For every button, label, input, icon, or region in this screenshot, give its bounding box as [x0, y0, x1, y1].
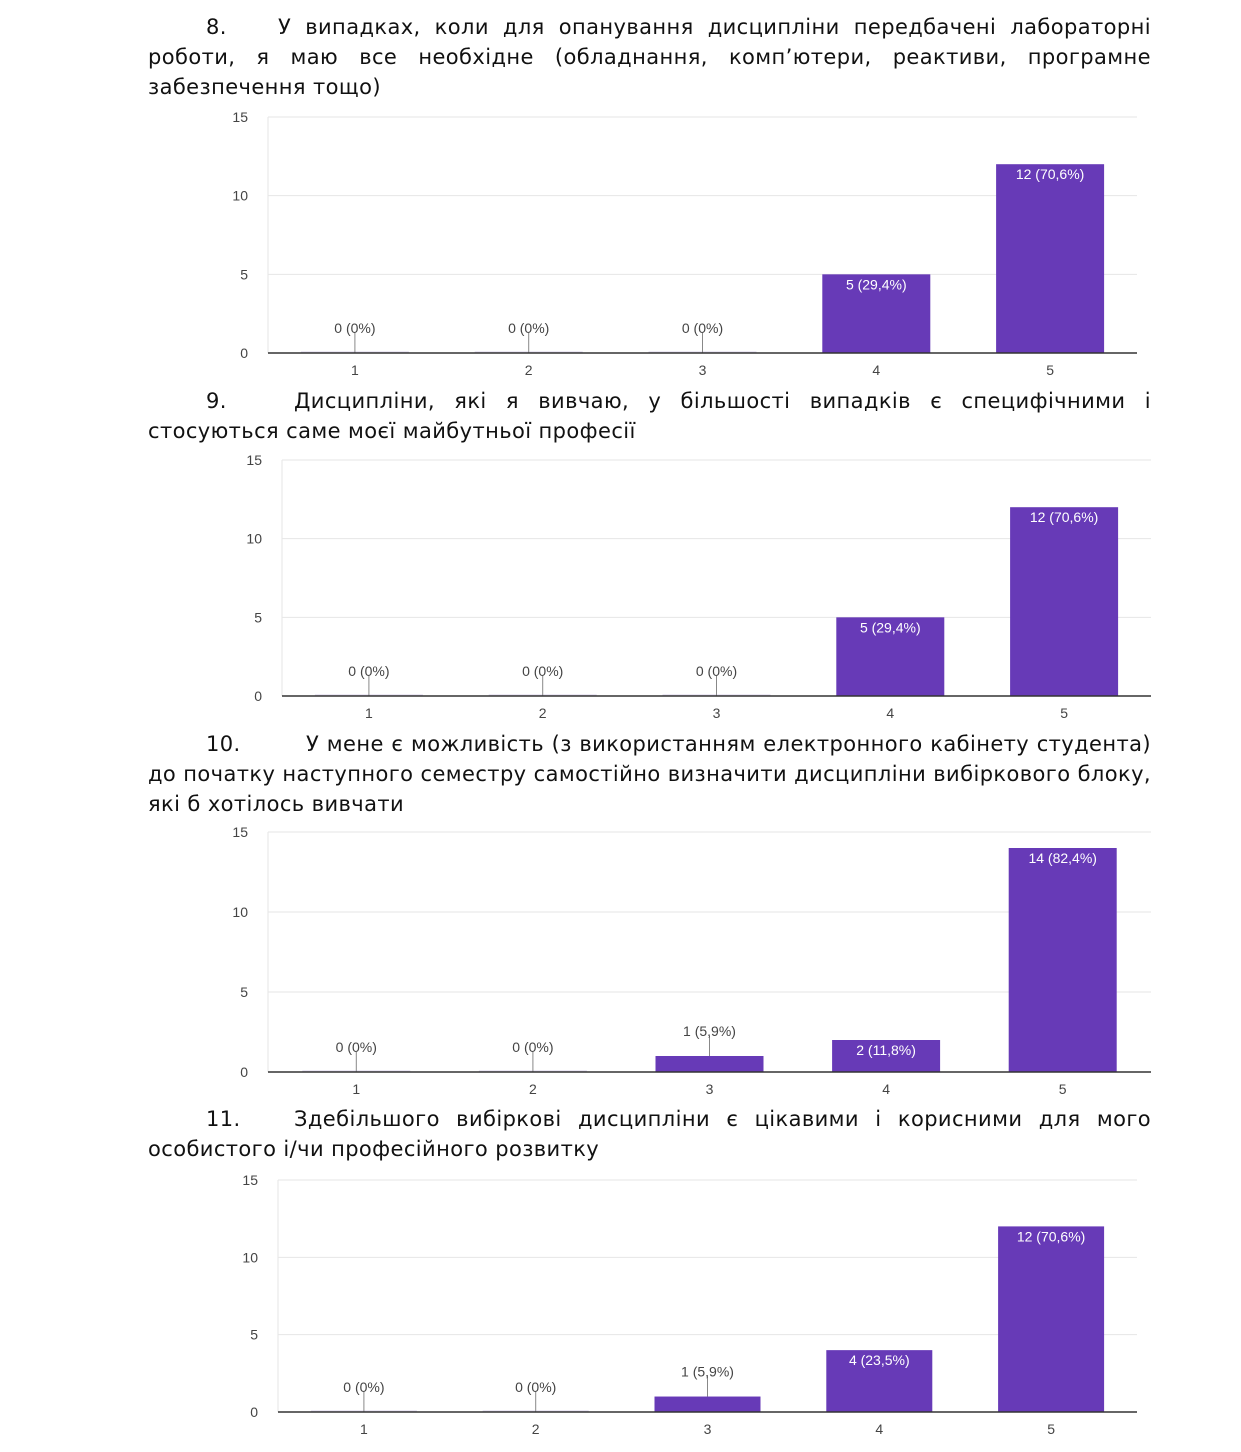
data-label: 1 (5,9%)	[681, 1364, 734, 1380]
x-tick-label: 2	[525, 362, 533, 378]
x-tick-label: 5	[1047, 1421, 1055, 1437]
x-tick-label: 1	[365, 705, 373, 721]
x-tick-label: 4	[872, 362, 880, 378]
bar	[826, 1350, 933, 1412]
x-tick-label: 1	[351, 362, 359, 378]
bar	[654, 1396, 761, 1412]
data-label: 0 (0%)	[343, 1379, 384, 1395]
bar	[822, 274, 931, 353]
data-label: 0 (0%)	[696, 663, 737, 679]
data-label: 0 (0%)	[515, 1379, 556, 1395]
y-tick-label: 10	[232, 904, 248, 920]
question-number: 9.	[206, 389, 227, 413]
x-tick-label: 5	[1059, 1081, 1067, 1097]
bar	[1010, 507, 1119, 696]
question-10: 10. У мене є можливість (з використанням …	[148, 729, 1151, 819]
question-text: У випадках, коли для опанування дисциплі…	[148, 15, 1151, 99]
y-tick-label: 0	[240, 345, 248, 361]
x-tick-label: 2	[532, 1421, 540, 1437]
y-tick-label: 0	[240, 1064, 248, 1080]
question-text: Дисципліни, які я вивчаю, у більшості ви…	[148, 389, 1151, 443]
x-tick-label: 3	[713, 705, 721, 721]
data-label: 1 (5,9%)	[683, 1023, 736, 1039]
data-label: 12 (70,6%)	[1030, 509, 1098, 525]
bar-chart-question-11: 0 5 10 15 0 (0%) 1 0 (0%) 2 1 (5,9%) 3 4 (23,5%) 4 1…	[242, 1172, 1137, 1437]
bar-chart-question-10: 0 5 10 15 0 (0%) 1 0 (0%) 2 1 (5,9%) 3 2 (11,8%) 4 1…	[232, 824, 1151, 1097]
data-label: 5 (29,4%)	[846, 276, 907, 292]
data-label: 0 (0%)	[348, 663, 389, 679]
data-label: 0 (0%)	[508, 320, 549, 336]
y-tick-label: 10	[242, 1249, 258, 1265]
x-tick-label: 3	[704, 1421, 712, 1437]
x-tick-label: 3	[699, 362, 707, 378]
question-number: 10.	[206, 732, 241, 756]
x-tick-label: 4	[875, 1421, 883, 1437]
question-number: 11.	[206, 1107, 241, 1131]
x-tick-label: 5	[1046, 362, 1054, 378]
x-tick-label: 2	[539, 705, 547, 721]
x-tick-label: 5	[1060, 705, 1068, 721]
x-tick-label: 4	[882, 1081, 890, 1097]
bar	[1008, 848, 1117, 1072]
data-label: 0 (0%)	[522, 663, 563, 679]
x-tick-label: 1	[352, 1081, 360, 1097]
y-tick-label: 15	[246, 452, 262, 468]
question-text: У мене є можливість (з використанням еле…	[148, 732, 1151, 816]
y-tick-label: 5	[240, 266, 248, 282]
x-tick-label: 2	[529, 1081, 537, 1097]
y-tick-label: 5	[250, 1327, 258, 1343]
bar-chart-question-8: 0 5 10 15 0 (0%) 1 0 (0%) 2 0 (0%) 3 5 (29,4%) 4 12 …	[232, 109, 1137, 378]
y-tick-label: 5	[240, 984, 248, 1000]
bar	[998, 1226, 1105, 1412]
y-tick-label: 0	[254, 688, 262, 704]
question-text: Здебільшого вибіркові дисципліни є цікав…	[148, 1107, 1151, 1161]
data-label: 12 (70,6%)	[1017, 1228, 1085, 1244]
data-label: 0 (0%)	[336, 1039, 377, 1055]
data-label: 0 (0%)	[512, 1039, 553, 1055]
data-label: 0 (0%)	[682, 320, 723, 336]
y-tick-label: 10	[232, 188, 248, 204]
bar	[836, 617, 945, 696]
data-label: 2 (11,8%)	[856, 1042, 916, 1058]
y-tick-label: 15	[232, 824, 248, 840]
y-tick-label: 15	[232, 109, 248, 125]
bar-chart-question-9: 0 5 10 15 0 (0%) 1 0 (0%) 2 0 (0%) 3 5 (29,4%) 4 12 …	[246, 452, 1151, 721]
y-tick-label: 0	[250, 1404, 258, 1420]
y-tick-label: 10	[246, 531, 262, 547]
data-label: 12 (70,6%)	[1016, 166, 1084, 182]
question-number: 8.	[206, 15, 227, 39]
bar	[655, 1056, 764, 1072]
data-label: 0 (0%)	[334, 320, 375, 336]
question-11: 11. Здебільшого вибіркові дисципліни є ці…	[148, 1104, 1151, 1164]
bar	[996, 164, 1105, 353]
y-tick-label: 15	[242, 1172, 258, 1188]
x-tick-label: 3	[706, 1081, 714, 1097]
data-label: 4 (23,5%)	[849, 1352, 910, 1368]
question-9: 9. Дисципліни, які я вивчаю, у більшості …	[148, 386, 1151, 446]
x-tick-label: 4	[886, 705, 894, 721]
y-tick-label: 5	[254, 609, 262, 625]
question-8: 8. У випадках, коли для опанування дисцип…	[148, 12, 1151, 102]
data-label: 5 (29,4%)	[860, 619, 921, 635]
bar	[832, 1040, 941, 1072]
data-label: 14 (82,4%)	[1028, 850, 1096, 866]
x-tick-label: 1	[360, 1421, 368, 1437]
